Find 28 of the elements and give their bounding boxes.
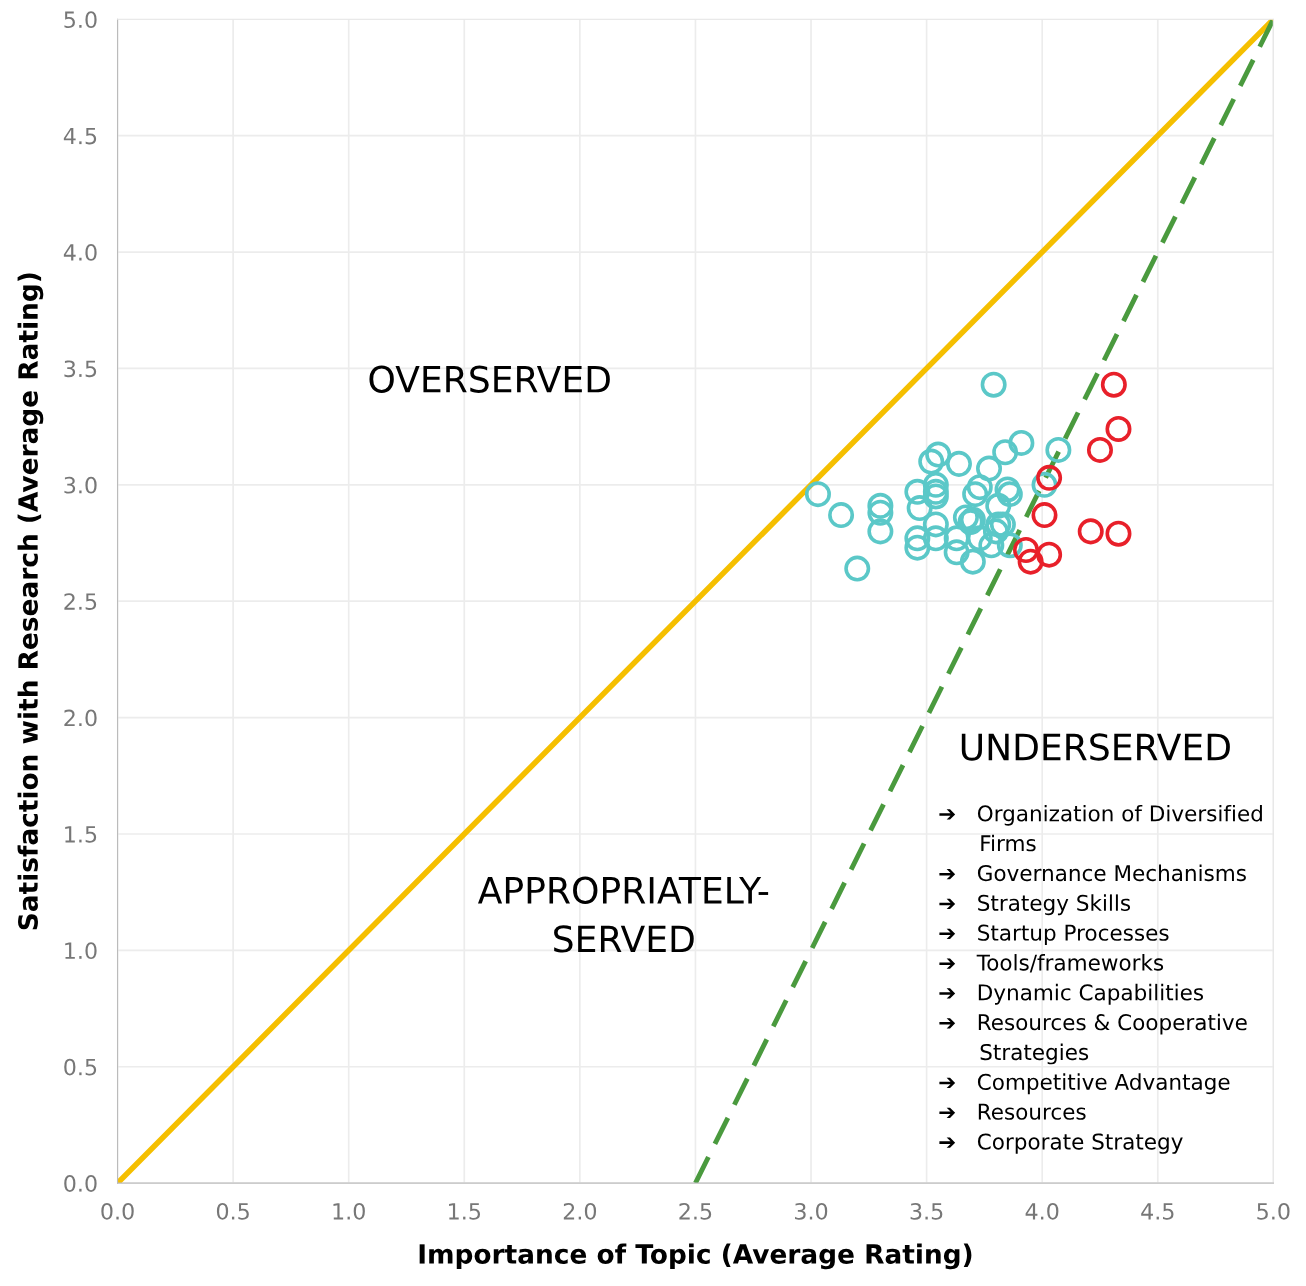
y-tick-label: 4.0 [63, 244, 97, 261]
y-tick-label: 1.0 [65, 942, 97, 960]
x-tick-label: 4.0 [1025, 1202, 1059, 1220]
y-tick-label: 3.0 [64, 476, 97, 494]
x-tick-label: 0.5 [216, 1202, 249, 1220]
y-tick-label: 2.0 [64, 709, 97, 727]
y-tick-label: 5.0 [64, 11, 97, 29]
y-tick-label: 2.5 [64, 593, 97, 610]
y-tick-label: 0.0 [64, 1175, 97, 1192]
y-axis-title: Satisfaction with Research (Average Rating) [17, 273, 44, 930]
x-tick-label: 2.0 [563, 1202, 597, 1220]
x-tick-label: 2.5 [679, 1202, 712, 1220]
x-axis-title: Importance of Topic (Average Rating) [419, 1243, 972, 1270]
x-tick-label: 1.0 [333, 1202, 365, 1220]
x-tick-label: 0.0 [101, 1202, 134, 1220]
y-tick-label: 0.5 [64, 1058, 97, 1076]
x-tick-label: 5.0 [1257, 1202, 1290, 1220]
annotation: OVERSERVED [369, 365, 610, 393]
x-tick-label: 3.5 [910, 1202, 943, 1220]
y-tick-label: 1.5 [65, 826, 97, 843]
x-tick-label: 4.5 [1141, 1203, 1174, 1220]
annotation: UNDERSERVED [961, 733, 1230, 761]
y-tick-label: 3.5 [64, 360, 97, 378]
x-tick-label: 1.5 [449, 1203, 481, 1220]
x-tick-label: 3.0 [795, 1202, 828, 1220]
annotation: APPROPRIATELY- SERVED [477, 876, 769, 953]
text: ➔ Organization of Diversified Firms ➔ Governance Mechanisms ➔ Strategy Skills ➔ Startup Processes ➔ Tools/frameworks ➔ Dynamic Capabilities ➔ Resources & Cooperative Strategies ➔ Competitive Advantage ➔ Resources ➔ Corporate Strategy [939, 804, 1262, 1154]
y-tick-label: 4.5 [63, 127, 97, 145]
